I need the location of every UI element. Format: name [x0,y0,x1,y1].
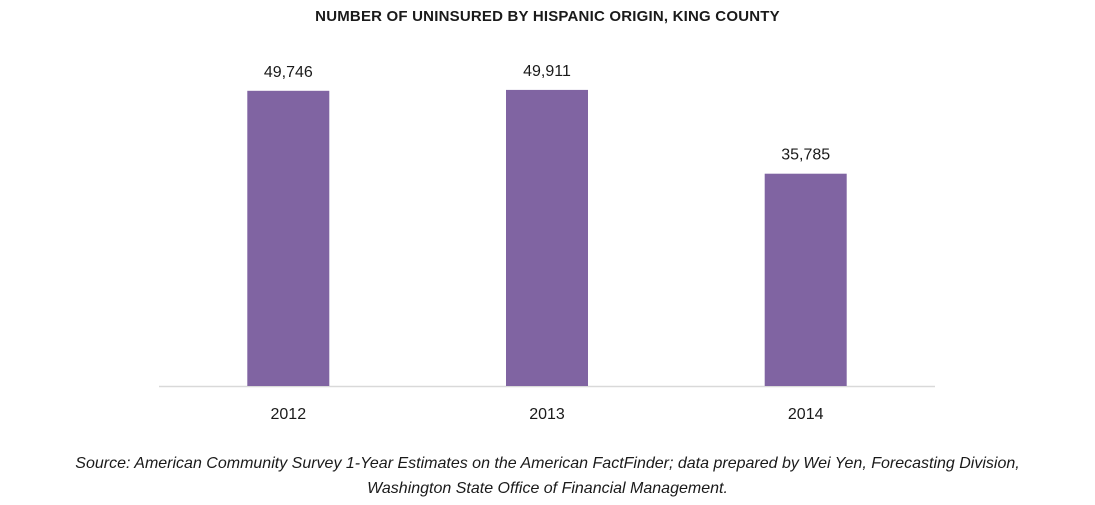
chart-title: NUMBER OF UNINSURED BY HISPANIC ORIGIN, … [315,8,780,25]
bar-2014 [764,173,847,386]
source-line-1: Source: American Community Survey 1-Year… [75,455,1020,472]
x-tick-label-2012: 2012 [271,406,307,423]
data-label-2012: 49,746 [264,64,313,81]
bar-2013 [506,89,588,387]
x-tick-label-2013: 2013 [529,406,565,423]
bar-2012 [247,90,330,387]
x-tick-label-2014: 2014 [788,406,824,423]
source-line-2: Washington State Office of Financial Man… [367,480,728,497]
data-label-2014: 35,785 [781,147,830,164]
data-label-2013: 49,911 [523,63,571,80]
source-note: Source: American Community Survey 1-Year… [0,451,1095,501]
